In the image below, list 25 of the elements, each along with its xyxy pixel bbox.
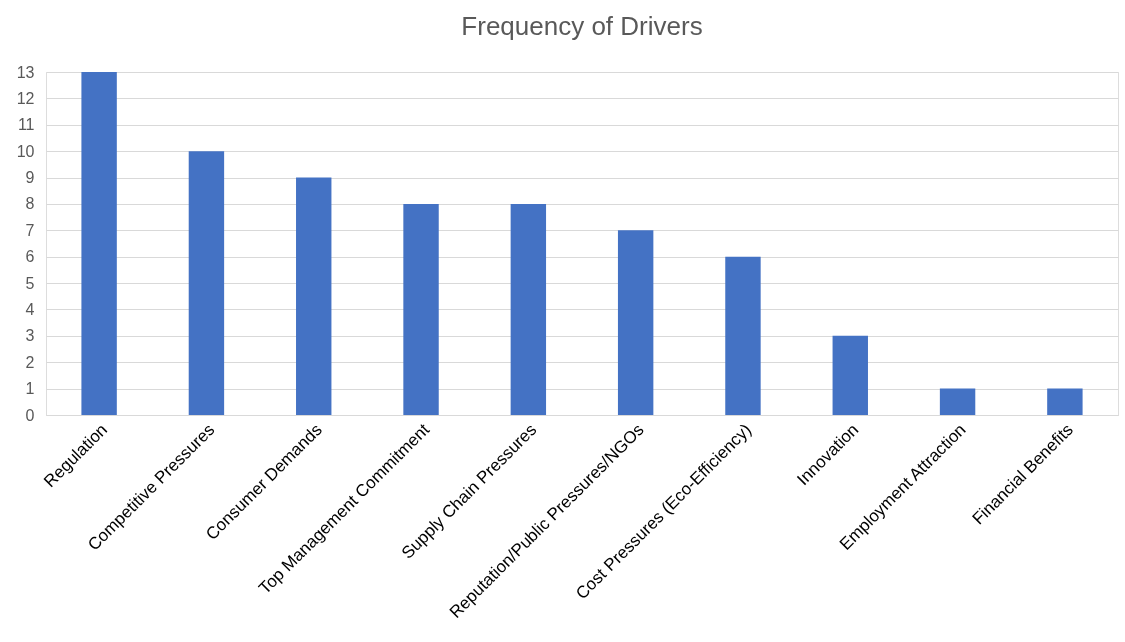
y-tick-label: 8 [25,195,35,213]
bar [725,256,761,415]
y-tick-label: 4 [25,300,35,318]
bar [832,335,868,415]
y-tick-label: 0 [25,406,35,424]
y-tick-label: 13 [16,63,35,81]
bar [403,203,439,415]
bar [296,177,332,415]
chart-title: Frequency of Drivers [461,11,703,41]
y-tick-label: 9 [25,169,35,187]
y-tick-label: 10 [16,142,35,160]
bar [188,151,225,415]
y-tick-label: 2 [25,353,35,371]
y-tick-label: 5 [25,274,35,292]
y-tick-label: 3 [25,327,35,345]
y-tick-label: 7 [25,221,35,239]
y-tick-label: 12 [16,89,35,107]
bar [939,388,976,415]
bar [81,72,117,415]
bar [1047,388,1083,415]
bar [617,230,654,415]
bar [510,203,547,415]
y-tick-label: 1 [25,380,35,398]
y-tick-label: 6 [25,248,35,266]
y-tick-label: 11 [17,116,35,134]
